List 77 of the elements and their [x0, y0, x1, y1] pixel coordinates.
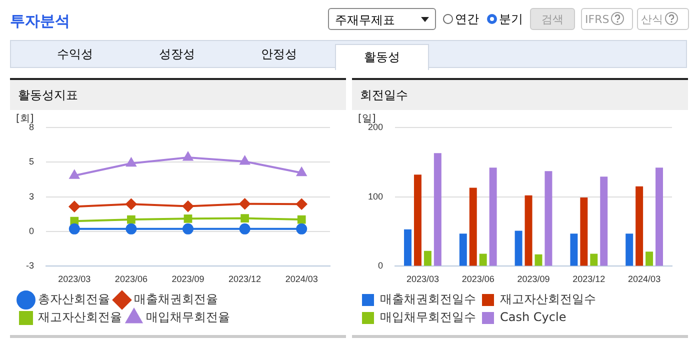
- bar: [600, 176, 608, 266]
- bar: [414, 174, 422, 266]
- point: [182, 200, 194, 212]
- legend-label: 매입채무회전율: [146, 310, 230, 324]
- text: 연간: [454, 11, 479, 28]
- y-tick-label: 0: [28, 226, 34, 236]
- y-tick-label: 0: [378, 260, 384, 271]
- bar: [646, 252, 654, 266]
- bar: [636, 186, 644, 266]
- text: 투자분석: [10, 12, 70, 31]
- text: IFRS: [581, 8, 633, 30]
- point: [70, 216, 79, 226]
- point: [184, 214, 192, 223]
- legend-label: 매출채권회전율: [134, 292, 218, 306]
- legend-label: 재고자산회전율: [38, 310, 122, 324]
- bar: [479, 254, 487, 266]
- x-tick-label: 2023/12: [228, 274, 262, 284]
- bar: [469, 188, 477, 266]
- x-tick-label: 2023/09: [517, 274, 550, 284]
- point: [182, 223, 194, 234]
- point: [126, 198, 137, 210]
- y-tick-label: 100: [368, 191, 384, 202]
- x-tick-label: 2024/03: [285, 274, 318, 284]
- chart-title: 활동성지표: [10, 80, 346, 110]
- bar: [434, 153, 442, 266]
- bar: [570, 234, 578, 266]
- point: [68, 201, 80, 212]
- text: 분기: [498, 11, 523, 28]
- point: [296, 223, 308, 234]
- legend-label: 총자산회전율: [38, 292, 110, 306]
- bar: [404, 229, 412, 266]
- bar: [424, 250, 432, 266]
- point: [183, 152, 193, 161]
- y-tick-label: 3: [28, 191, 34, 202]
- point: [297, 215, 306, 224]
- point: [239, 223, 250, 234]
- bar: [544, 171, 552, 266]
- x-tick-label: 2023/09: [172, 274, 204, 284]
- bar: [626, 234, 634, 266]
- point: [127, 215, 136, 224]
- y-tick-label: -3: [26, 260, 34, 271]
- text: 검색: [530, 8, 575, 30]
- chart-title: 회전일수: [352, 80, 688, 110]
- bar: [580, 197, 588, 266]
- bar: [590, 254, 598, 266]
- point: [70, 170, 80, 179]
- bar: [459, 234, 467, 266]
- x-tick-label: 2023/06: [462, 274, 494, 284]
- bar: [534, 254, 542, 266]
- legend-label: 매입채무회전일수: [380, 310, 476, 324]
- bar: [656, 168, 663, 266]
- legend-label: Cash Cycle: [500, 310, 566, 324]
- point: [239, 198, 250, 210]
- x-tick-label: 2023/03: [406, 274, 439, 284]
- point: [126, 223, 137, 234]
- x-tick-label: 2023/03: [58, 274, 91, 284]
- text: 수익성: [56, 46, 94, 63]
- text: 안정성: [260, 46, 298, 63]
- text: 주재무제표: [328, 8, 436, 30]
- x-tick-label: 2023/12: [572, 274, 606, 284]
- point: [240, 156, 250, 165]
- y-tick-label: 5: [28, 156, 34, 167]
- legend-label: 매출채권회전일수: [380, 292, 476, 306]
- bar: [524, 195, 532, 266]
- text: 산식: [637, 8, 689, 30]
- x-tick-label: 2024/03: [628, 274, 661, 284]
- bar: [514, 230, 522, 266]
- point: [68, 223, 80, 234]
- point: [296, 167, 306, 176]
- text: 활동성: [335, 44, 429, 70]
- point: [240, 214, 249, 222]
- legend-label: 재고자산회전일수: [500, 292, 596, 306]
- bar: [489, 168, 497, 266]
- point: [296, 198, 308, 210]
- point: [126, 158, 136, 167]
- x-tick-label: 2023/06: [114, 274, 148, 284]
- text: 성장성: [158, 46, 196, 63]
